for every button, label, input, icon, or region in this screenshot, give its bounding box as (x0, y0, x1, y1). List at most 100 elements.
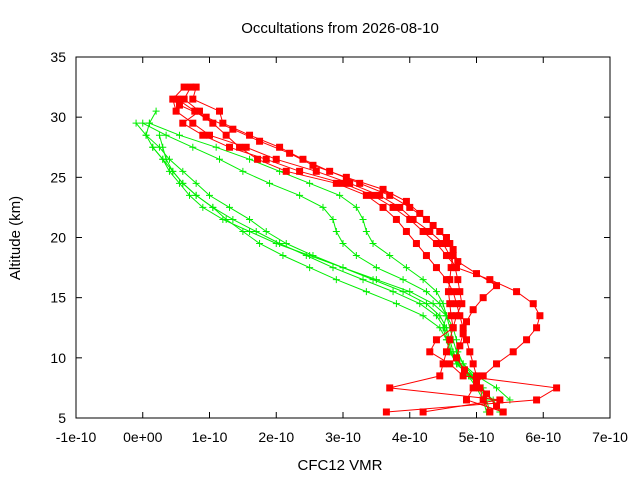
data-point (422, 252, 430, 260)
data-point (493, 402, 501, 410)
data-point (332, 227, 340, 235)
series-line (181, 86, 541, 413)
data-point (409, 215, 417, 223)
data-point (469, 306, 477, 314)
data-point (459, 324, 467, 332)
y-axis-label: Altitude (km) (7, 196, 24, 280)
data-point (256, 240, 264, 248)
data-point (447, 312, 455, 320)
data-point (192, 191, 200, 199)
data-point (152, 107, 160, 115)
data-point (180, 83, 188, 91)
profile-series-green (149, 143, 475, 380)
data-point (199, 203, 207, 211)
data-point (389, 203, 397, 211)
data-point (402, 197, 410, 205)
data-point (216, 155, 224, 163)
data-point (145, 119, 153, 127)
data-point (406, 203, 414, 211)
data-point (462, 396, 470, 404)
data-point (459, 330, 467, 338)
data-point (199, 131, 207, 139)
data-point (332, 179, 340, 187)
data-point (458, 300, 466, 308)
data-point (533, 324, 541, 332)
x-axis-label: CFC12 VMR (297, 457, 382, 474)
data-point (372, 264, 380, 272)
data-point (216, 107, 224, 115)
y-tick-label: 30 (50, 109, 66, 125)
data-point (553, 384, 561, 392)
series-layer (132, 83, 561, 416)
data-point (266, 179, 274, 187)
data-point (529, 300, 537, 308)
y-tick-label: 10 (50, 350, 66, 366)
data-point (276, 240, 284, 248)
data-point (329, 264, 337, 272)
data-point (439, 240, 447, 248)
data-point (509, 348, 517, 356)
data-point (222, 215, 230, 223)
data-point (159, 155, 167, 163)
data-point (402, 264, 410, 272)
data-point (493, 384, 501, 392)
data-point (449, 324, 457, 332)
data-point (362, 227, 370, 235)
data-point (282, 240, 290, 248)
data-point (179, 119, 187, 127)
data-point (179, 179, 187, 187)
data-point (499, 408, 507, 416)
data-point (486, 408, 494, 416)
data-point (446, 336, 454, 344)
data-point (432, 240, 440, 248)
data-point (446, 276, 454, 284)
data-point (422, 288, 430, 296)
data-point (379, 203, 387, 211)
data-point (493, 360, 501, 368)
data-point (279, 252, 287, 260)
data-point (422, 300, 430, 308)
data-point (436, 372, 444, 380)
data-point (352, 252, 360, 260)
data-point (416, 300, 424, 308)
data-point (192, 83, 200, 91)
data-point (262, 155, 270, 163)
x-tick-label: 7e-10 (592, 429, 628, 445)
data-point (449, 246, 457, 254)
series-line (152, 146, 472, 377)
data-point (309, 161, 317, 169)
data-point (386, 191, 394, 199)
data-point (332, 276, 340, 284)
data-point (476, 384, 484, 392)
data-point (246, 215, 254, 223)
profile-series-red (175, 101, 501, 410)
data-point (242, 143, 250, 151)
data-point (399, 288, 407, 296)
data-point (386, 384, 394, 392)
x-tick-label: -1e-10 (56, 429, 97, 445)
data-point (449, 288, 457, 296)
data-point (189, 95, 197, 103)
data-point (179, 167, 187, 175)
y-tick-label: 25 (50, 169, 66, 185)
data-point (406, 288, 414, 296)
data-point (149, 143, 157, 151)
data-point (226, 143, 234, 151)
profile-series-red (189, 83, 561, 416)
data-point (496, 396, 504, 404)
data-point (339, 240, 347, 248)
data-point (272, 155, 280, 163)
data-point (469, 384, 477, 392)
data-point (319, 203, 327, 211)
x-axis: -1e-10 0e+00 1e-10 2e-10 3e-10 4e-10 5e-10 6e-1… (56, 57, 628, 445)
data-point (444, 288, 452, 296)
data-point (469, 360, 477, 368)
data-point (456, 342, 464, 350)
data-point (202, 113, 210, 121)
data-point (306, 179, 314, 187)
data-point (256, 137, 264, 145)
x-tick-label: 2e-10 (258, 429, 294, 445)
data-point (513, 288, 521, 296)
data-point (132, 119, 140, 127)
data-point (191, 107, 199, 115)
